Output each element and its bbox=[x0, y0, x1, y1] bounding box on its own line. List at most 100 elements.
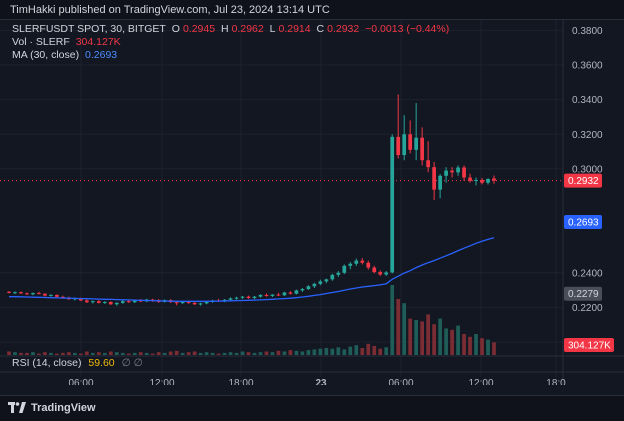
candle-body bbox=[408, 134, 413, 150]
candle-body bbox=[264, 294, 269, 296]
candle-body bbox=[486, 178, 490, 183]
volume-bar bbox=[61, 352, 65, 355]
volume-bar bbox=[156, 352, 161, 355]
candle-body bbox=[49, 294, 53, 296]
candle-body bbox=[234, 297, 239, 299]
time-axis-tick-label: 12:00 bbox=[468, 378, 493, 385]
price-chart[interactable]: 0.3800 0.3600 0.3400 0.3200 0.3000 0.2400 0.22… bbox=[0, 20, 624, 389]
volume-bar bbox=[480, 338, 484, 355]
volume-bar bbox=[246, 352, 251, 355]
volume-bar bbox=[192, 351, 197, 355]
candle-body bbox=[438, 175, 442, 190]
tradingview-logo[interactable]: TradingView bbox=[8, 401, 96, 415]
volume-bar bbox=[126, 353, 131, 355]
time-axis-tick-label: 18:00 bbox=[228, 378, 253, 385]
price-axis-tick-label: 0.3400 bbox=[572, 95, 603, 106]
volume-bar bbox=[426, 314, 430, 355]
legend-volume[interactable]: Vol · SLERF 304.127K bbox=[12, 36, 124, 48]
candle-body bbox=[37, 293, 41, 295]
time-axis-tick-label: 18:0 bbox=[546, 378, 566, 385]
volume-bar bbox=[270, 352, 275, 355]
candle-body bbox=[7, 291, 11, 293]
rsi-visibility-icons[interactable]: ∅ ∅ bbox=[121, 357, 143, 369]
candle-body bbox=[318, 281, 323, 284]
tradingview-brand: TradingView bbox=[31, 402, 96, 414]
price-axis-tick-label: 0.3800 bbox=[572, 26, 603, 37]
volume-bar bbox=[78, 353, 83, 355]
candle-body bbox=[132, 300, 137, 303]
volume-bar bbox=[336, 347, 341, 355]
candle-body bbox=[474, 179, 478, 182]
legend-change: −0.0013 (−0.44%) bbox=[365, 23, 450, 35]
volume-bar bbox=[144, 352, 149, 355]
candle-body bbox=[78, 298, 83, 301]
volume-bar bbox=[25, 352, 29, 355]
published-text: TimHakki published on TradingView.com, J… bbox=[10, 4, 330, 16]
candle-body bbox=[19, 292, 23, 294]
time-axis-tick-label: 12:00 bbox=[149, 378, 174, 385]
candle-body bbox=[402, 134, 407, 156]
candle-body bbox=[468, 177, 472, 182]
tradingview-logo-icon bbox=[8, 402, 26, 413]
legend-high-value: 0.2962 bbox=[231, 23, 264, 35]
legend-open-value: 0.2945 bbox=[182, 23, 216, 35]
volume-bar bbox=[486, 339, 490, 355]
chart-area[interactable]: 0.3800 0.3600 0.3400 0.3200 0.3000 0.2400 0.22… bbox=[0, 20, 624, 389]
volume-bar bbox=[432, 324, 436, 355]
candle-body bbox=[240, 296, 245, 298]
volume-bar bbox=[288, 350, 293, 355]
legend-ma-label: MA (30, close) bbox=[12, 49, 80, 61]
candle-body bbox=[90, 301, 95, 303]
volume-bar bbox=[84, 351, 89, 355]
candle-body bbox=[348, 263, 353, 266]
candle-body bbox=[204, 301, 209, 304]
candle-body bbox=[378, 272, 383, 275]
volume-bar bbox=[414, 320, 419, 355]
volume-bar bbox=[198, 352, 203, 355]
volume-bar bbox=[96, 352, 101, 355]
volume-bar bbox=[312, 349, 317, 355]
volume-bar bbox=[468, 336, 472, 355]
volume-bar bbox=[13, 352, 17, 355]
legend-ma[interactable]: MA (30, close) 0.2693 bbox=[12, 49, 120, 61]
candle-body bbox=[294, 290, 299, 294]
volume-bar bbox=[174, 350, 179, 355]
volume-bar bbox=[43, 352, 47, 355]
volume-bar bbox=[180, 352, 185, 355]
candle-body bbox=[186, 301, 191, 303]
rsi-legend[interactable]: RSI (14, close) 59.60 ∅ ∅ bbox=[0, 356, 563, 370]
candle-body bbox=[192, 302, 197, 305]
legend-symbol[interactable]: SLERFUSDT SPOT, 30, BITGET bbox=[12, 23, 166, 35]
volume-bar bbox=[324, 348, 329, 355]
candle-body bbox=[198, 303, 203, 305]
candle-body bbox=[462, 167, 466, 178]
ma-price-tag-bg bbox=[564, 215, 602, 230]
volume-bar bbox=[462, 334, 466, 355]
legend-high-label: H bbox=[221, 23, 229, 35]
reference-price-tag-bg bbox=[564, 286, 602, 301]
volume-bar bbox=[402, 303, 407, 355]
candle-body bbox=[288, 292, 293, 294]
volume-tag-bg bbox=[564, 338, 614, 352]
candle-body bbox=[456, 167, 460, 173]
ma-line bbox=[9, 237, 495, 302]
volume-bar bbox=[408, 318, 413, 355]
volume-bar bbox=[294, 350, 299, 355]
volume-bar bbox=[318, 348, 323, 355]
rsi-value: 59.60 bbox=[88, 357, 115, 369]
volume-bar bbox=[360, 348, 365, 355]
volume-bar bbox=[378, 348, 383, 355]
chart-background bbox=[0, 20, 624, 385]
volume-bar bbox=[150, 353, 155, 355]
volume-bar bbox=[186, 352, 191, 355]
price-axis-tick-label: 0.2200 bbox=[572, 303, 603, 314]
legend-volume-label: Vol · SLERF bbox=[12, 36, 70, 48]
volume-bar bbox=[282, 351, 287, 355]
volume-bar bbox=[67, 352, 71, 355]
candle-body bbox=[414, 137, 419, 150]
rsi-label: RSI (14, close) bbox=[12, 357, 82, 369]
price-axis-tick-label: 0.3200 bbox=[572, 130, 603, 141]
volume-bar bbox=[222, 352, 227, 355]
candle-body bbox=[324, 279, 329, 282]
candle-body bbox=[31, 293, 35, 295]
